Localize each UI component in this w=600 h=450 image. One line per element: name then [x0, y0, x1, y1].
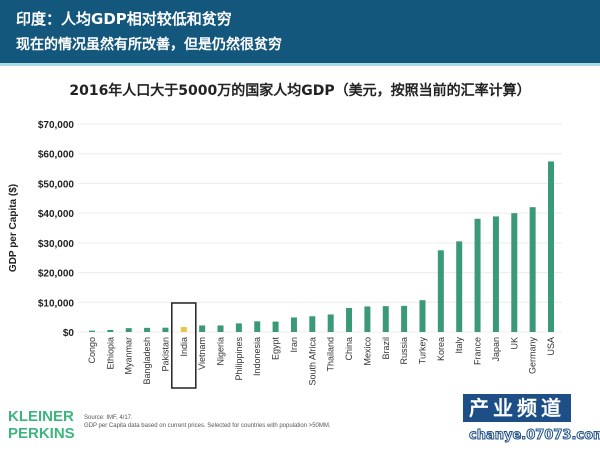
x-tick-label: Congo	[87, 337, 97, 364]
x-tick-label: Thailand	[326, 337, 336, 372]
bar-vietnam	[199, 325, 206, 332]
chart-title: 2016年人口大于5000万的国家人均GDP（美元，按照当前的汇率计算）	[69, 83, 531, 99]
bar-bangladesh	[144, 327, 151, 332]
bar-iran	[290, 317, 297, 332]
x-tick-label: Brazil	[381, 337, 391, 360]
footnote-text: GDP per Capita data based on current pri…	[84, 423, 331, 429]
watermark-title: 产业频道	[463, 394, 571, 422]
x-tick-label: Turkey	[417, 337, 427, 365]
bar-italy	[456, 241, 463, 332]
watermark: 产业频道 chanye.07073.com	[455, 394, 600, 450]
x-tick-label: France	[473, 337, 483, 365]
kleiner-perkins-logo: KLEINER PERKINS	[8, 408, 75, 442]
x-tick-label: Philippines	[234, 337, 244, 381]
bar-south-africa	[309, 316, 316, 332]
y-tick-label: $0	[63, 328, 75, 339]
x-tick-label: USA	[546, 337, 556, 356]
bar-philippines	[235, 323, 242, 332]
bar-indonesia	[254, 321, 261, 332]
x-tick-label: Japan	[491, 337, 501, 362]
x-tick-label: Iran	[289, 337, 299, 353]
bar-myanmar	[125, 328, 132, 332]
bar-egypt	[272, 321, 279, 332]
y-tick-label: $60,000	[38, 150, 75, 161]
x-tick-label: Nigeria	[216, 337, 226, 366]
x-tick-label: China	[344, 337, 354, 361]
bar-turkey	[419, 300, 426, 332]
y-tick-label: $70,000	[38, 120, 75, 131]
x-tick-label: Ethiopia	[105, 337, 115, 370]
bar-thailand	[327, 314, 334, 332]
source-text: Source: IMF, 4/17.	[84, 415, 133, 421]
bar-nigeria	[217, 325, 224, 332]
bar-russia	[401, 305, 408, 332]
slide-subtitle: 现在的情况虽然有所改善，但是仍然很贫穷	[16, 37, 282, 53]
source-note: Source: IMF, 4/17. GDP per Capita data b…	[84, 414, 444, 430]
bar-ethiopia	[107, 329, 114, 332]
x-tick-label: Myanmar	[124, 337, 134, 375]
x-tick-label: Italy	[454, 337, 464, 354]
x-tick-label: UK	[509, 337, 519, 350]
y-tick-label: $20,000	[38, 269, 75, 280]
x-tick-label: India	[179, 337, 189, 357]
slide-title: 印度：人均GDP相对较低和贫穷	[16, 10, 232, 28]
bar-korea	[437, 250, 444, 332]
highlight-box	[171, 302, 197, 389]
x-tick-label: Mexico	[362, 337, 372, 366]
x-tick-label: Pakistan	[160, 337, 170, 372]
bar-china	[346, 307, 353, 332]
x-tick-label: Russia	[399, 337, 409, 365]
bar-uk	[511, 213, 518, 332]
y-tick-label: $10,000	[38, 298, 75, 309]
x-tick-label: Indonesia	[252, 337, 262, 376]
slide-header: 印度：人均GDP相对较低和贫穷 现在的情况虽然有所改善，但是仍然很贫穷	[0, 0, 600, 66]
x-tick-label: Korea	[436, 337, 446, 361]
bar-pakistan	[162, 327, 169, 332]
bar-mexico	[364, 306, 371, 332]
x-tick-label: South Africa	[307, 337, 317, 386]
x-tick-label: Bangladesh	[142, 337, 152, 385]
bar-brazil	[382, 306, 389, 332]
bar-india	[180, 326, 187, 332]
x-tick-label: Germany	[528, 337, 538, 375]
y-tick-label: $40,000	[38, 209, 75, 220]
watermark-url: chanye.07073.com	[469, 428, 600, 444]
bar-japan	[492, 216, 499, 332]
bar-congo	[89, 330, 95, 332]
x-tick-label: Egypt	[271, 337, 281, 361]
y-tick-label: $50,000	[38, 179, 75, 190]
bar-germany	[529, 207, 536, 332]
y-axis-label: GDP per Capita ($)	[8, 184, 19, 272]
bar-usa	[548, 161, 554, 332]
x-tick-label: Vietnam	[197, 337, 207, 370]
bar-france	[474, 218, 481, 332]
y-tick-label: $30,000	[38, 239, 75, 250]
